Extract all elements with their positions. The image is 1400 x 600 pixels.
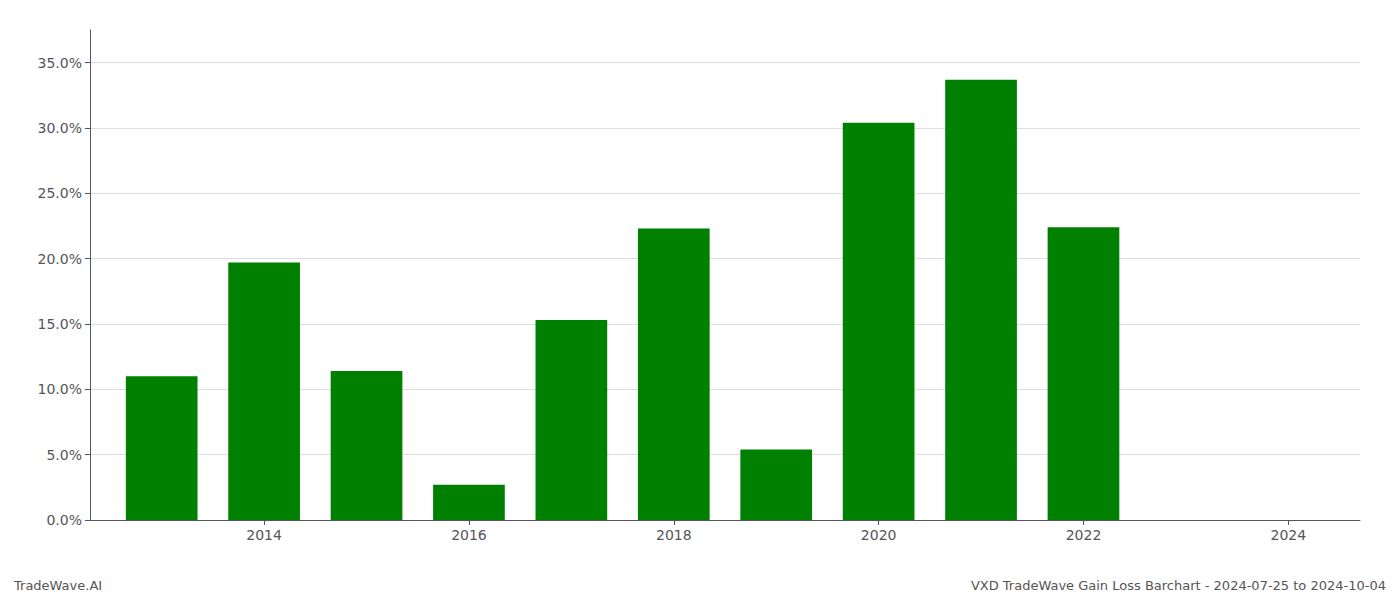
svg-text:0.0%: 0.0% [46,512,82,528]
svg-text:2024: 2024 [1270,527,1306,543]
svg-text:35.0%: 35.0% [38,55,82,71]
svg-text:2020: 2020 [861,527,897,543]
svg-text:2014: 2014 [246,527,282,543]
svg-text:15.0%: 15.0% [38,316,82,332]
svg-text:5.0%: 5.0% [46,447,82,463]
svg-text:20.0%: 20.0% [38,251,82,267]
svg-text:2016: 2016 [451,527,487,543]
svg-text:TradeWave.AI: TradeWave.AI [13,578,102,593]
svg-text:30.0%: 30.0% [38,120,82,136]
svg-text:2018: 2018 [656,527,692,543]
svg-text:10.0%: 10.0% [38,381,82,397]
svg-text:VXD TradeWave Gain Loss Barcha: VXD TradeWave Gain Loss Barchart - 2024-… [971,578,1386,593]
svg-text:2022: 2022 [1066,527,1102,543]
svg-text:25.0%: 25.0% [38,185,82,201]
